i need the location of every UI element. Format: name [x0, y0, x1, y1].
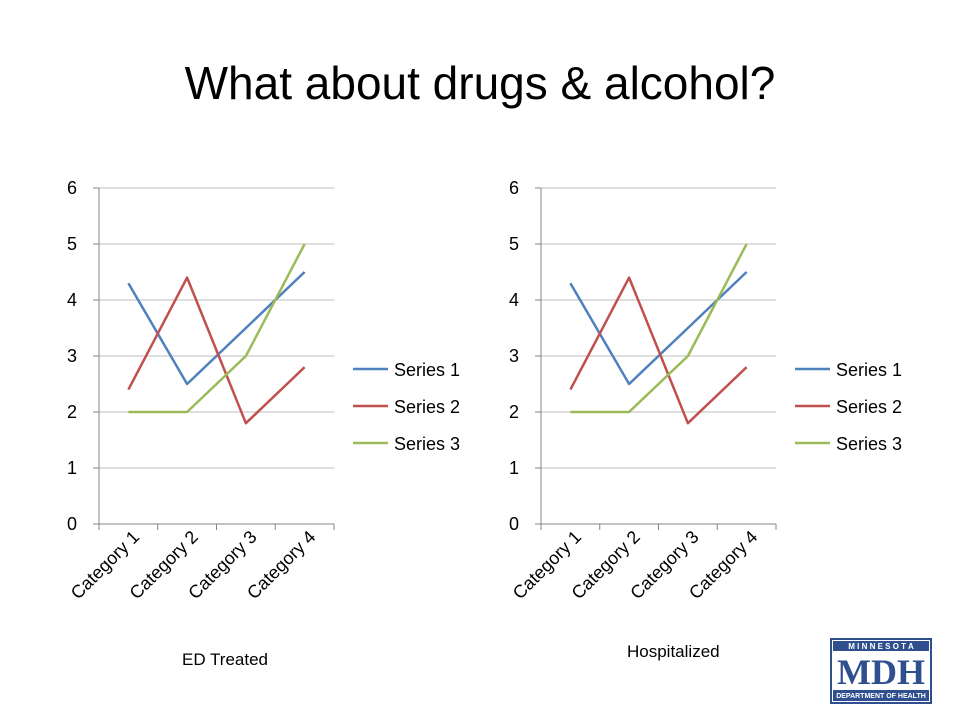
logo-top-text: M I N N E S O T A: [848, 642, 914, 651]
caption-hospitalized: Hospitalized: [627, 642, 720, 661]
y-tick-label: 2: [509, 402, 519, 422]
y-tick-label: 0: [509, 514, 519, 534]
legend-label: Series 1: [836, 360, 902, 380]
y-tick-label: 5: [509, 234, 519, 254]
legend-label: Series 3: [836, 434, 902, 454]
y-tick-label: 4: [509, 290, 519, 310]
logo-bottom-text: DEPARTMENT OF HEALTH: [836, 693, 926, 700]
y-tick-label: 3: [509, 346, 519, 366]
series-line-series-1: [569, 271, 748, 386]
series-line-series-3: [128, 243, 306, 414]
y-tick-label: 0: [67, 514, 77, 534]
legend-label: Series 3: [394, 434, 460, 454]
y-tick-label: 6: [509, 178, 519, 198]
mdh-logo: M I N N E S O T A MDH DEPARTMENT OF HEAL…: [830, 638, 932, 704]
logo-top-band: [833, 641, 929, 651]
series-line-series-1: [127, 271, 306, 386]
logo-main-text: MDH: [837, 652, 925, 692]
y-tick-label: 4: [67, 290, 77, 310]
y-tick-label: 2: [67, 402, 77, 422]
caption-ed-treated: ED Treated: [182, 650, 268, 669]
series-line-series-3: [570, 243, 748, 414]
y-tick-label: 5: [67, 234, 77, 254]
legend-label: Series 1: [394, 360, 460, 380]
series-line-series-2: [127, 276, 306, 425]
legend-label: Series 2: [836, 397, 902, 417]
y-tick-label: 1: [509, 458, 519, 478]
legend-label: Series 2: [394, 397, 460, 417]
logo-bottom-band: [833, 690, 929, 701]
slide-title: What about drugs & alcohol?: [184, 57, 776, 109]
series-line-series-2: [569, 276, 748, 425]
y-tick-label: 6: [67, 178, 77, 198]
y-tick-label: 3: [67, 346, 77, 366]
y-tick-label: 1: [67, 458, 77, 478]
